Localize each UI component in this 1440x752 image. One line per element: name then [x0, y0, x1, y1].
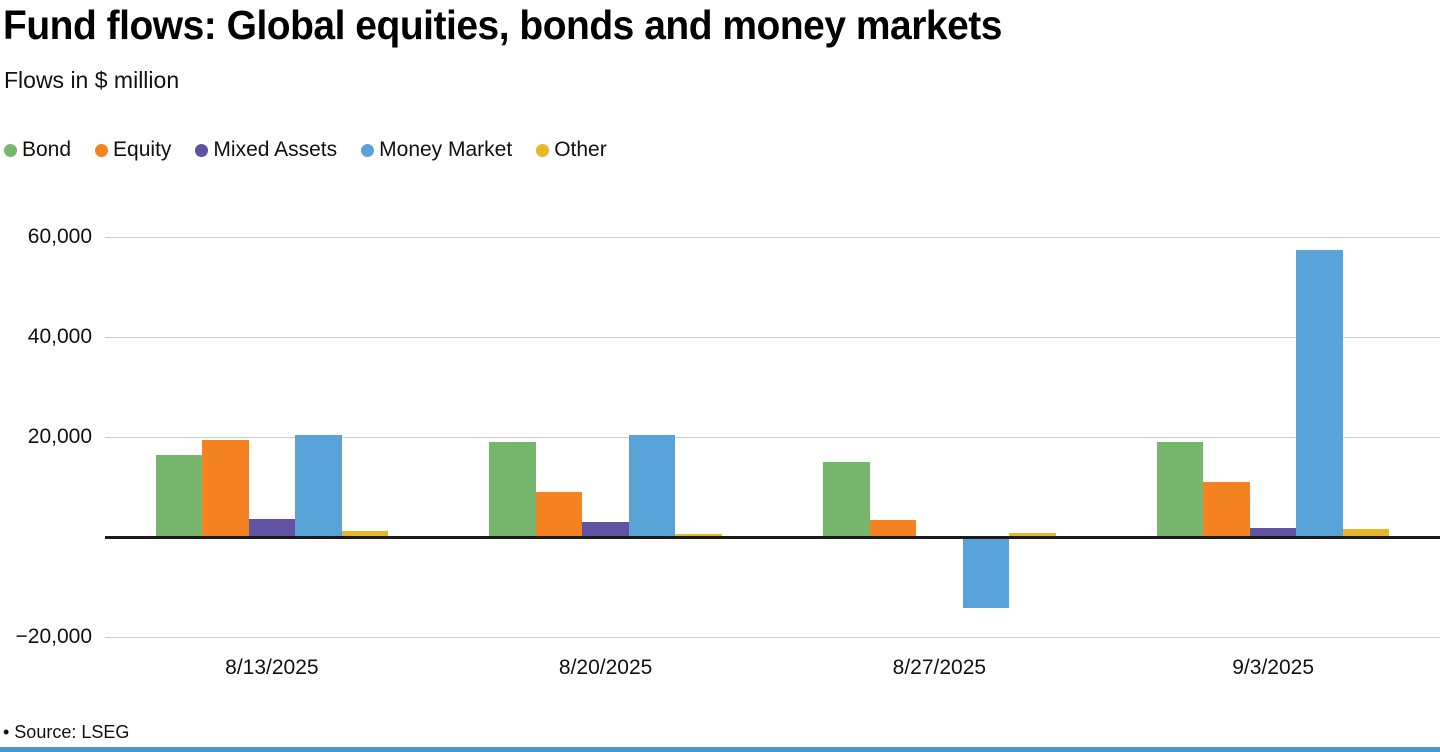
- legend-item-equity: Equity: [95, 138, 171, 162]
- bar-other-8-27-2025: [1009, 532, 1056, 537]
- bar-other-9-3-2025: [1342, 529, 1390, 537]
- legend-label: Bond: [22, 138, 72, 161]
- chart: 8/13/2025 8/20/2025 8/27/2025 9/3/2025 60,0…: [0, 210, 1440, 679]
- zero-axis-line: [105, 536, 1440, 539]
- y-axis-tick-label: 40,000: [27, 325, 92, 348]
- bar-equity-8-13-2025: [202, 439, 249, 537]
- legend-item-money-market: Money Market: [361, 138, 512, 162]
- legend-item-mixed-assets: Mixed Assets: [195, 138, 337, 162]
- gridline: [105, 637, 1440, 638]
- bar-mixed-assets-9-3-2025: [1249, 528, 1297, 537]
- x-axis-tick-label: 8/13/2025: [225, 656, 319, 679]
- source-note: • Source: LSEG: [3, 722, 130, 742]
- bar-bond-8-20-2025: [489, 442, 536, 537]
- x-axis-labels: 8/13/2025 8/20/2025 8/27/2025 9/3/2025: [105, 646, 1440, 680]
- bar-money-market-8-13-2025: [295, 434, 342, 537]
- legend-dot-icon: [536, 143, 550, 157]
- legend-label: Mixed Assets: [213, 138, 338, 161]
- gridline: [105, 237, 1440, 238]
- bar-bond-8-27-2025: [823, 462, 870, 537]
- legend-label: Equity: [113, 138, 172, 161]
- bar-mixed-assets-8-20-2025: [582, 522, 629, 537]
- legend-label: Other: [554, 138, 607, 161]
- bar-other-8-20-2025: [675, 533, 722, 537]
- bar-money-market-9-3-2025: [1296, 249, 1343, 537]
- legend-item-bond: Bond: [4, 138, 71, 162]
- gridline: [105, 337, 1440, 338]
- legend: Bond Equity Mixed Assets Money Market Other: [4, 138, 607, 162]
- bar-money-market-8-27-2025: [962, 537, 1010, 608]
- bottom-accent-strip: [0, 747, 1440, 752]
- bar-equity-8-27-2025: [869, 520, 917, 537]
- y-axis-tick-label: −20,000: [15, 625, 93, 648]
- x-axis-tick-label: 8/27/2025: [892, 656, 987, 679]
- y-axis-tick-label: 20,000: [27, 425, 92, 448]
- y-axis-tick-label: 60,000: [27, 225, 92, 248]
- bar-equity-9-3-2025: [1203, 482, 1250, 537]
- bar-bond-8-13-2025: [155, 454, 203, 537]
- bar-other-8-13-2025: [341, 531, 389, 537]
- bar-equity-8-20-2025: [535, 492, 583, 537]
- legend-dot-icon: [4, 143, 17, 157]
- legend-label: Money Market: [379, 138, 513, 161]
- chart-title: Fund flows: Global equities, bonds and m…: [3, 2, 1002, 48]
- bar-mixed-assets-8-13-2025: [248, 519, 296, 537]
- legend-dot-icon: [195, 143, 209, 157]
- bar-bond-9-3-2025: [1156, 442, 1204, 537]
- legend-dot-icon: [95, 143, 109, 157]
- chart-subtitle: Flows in $ million: [4, 67, 180, 93]
- x-axis-tick-label: 9/3/2025: [1232, 656, 1314, 679]
- legend-item-other: Other: [536, 138, 607, 162]
- bar-money-market-8-20-2025: [628, 434, 676, 537]
- plot-area: [105, 210, 1440, 645]
- legend-dot-icon: [361, 143, 375, 157]
- gridline: [105, 437, 1440, 438]
- x-axis-tick-label: 8/20/2025: [558, 656, 653, 679]
